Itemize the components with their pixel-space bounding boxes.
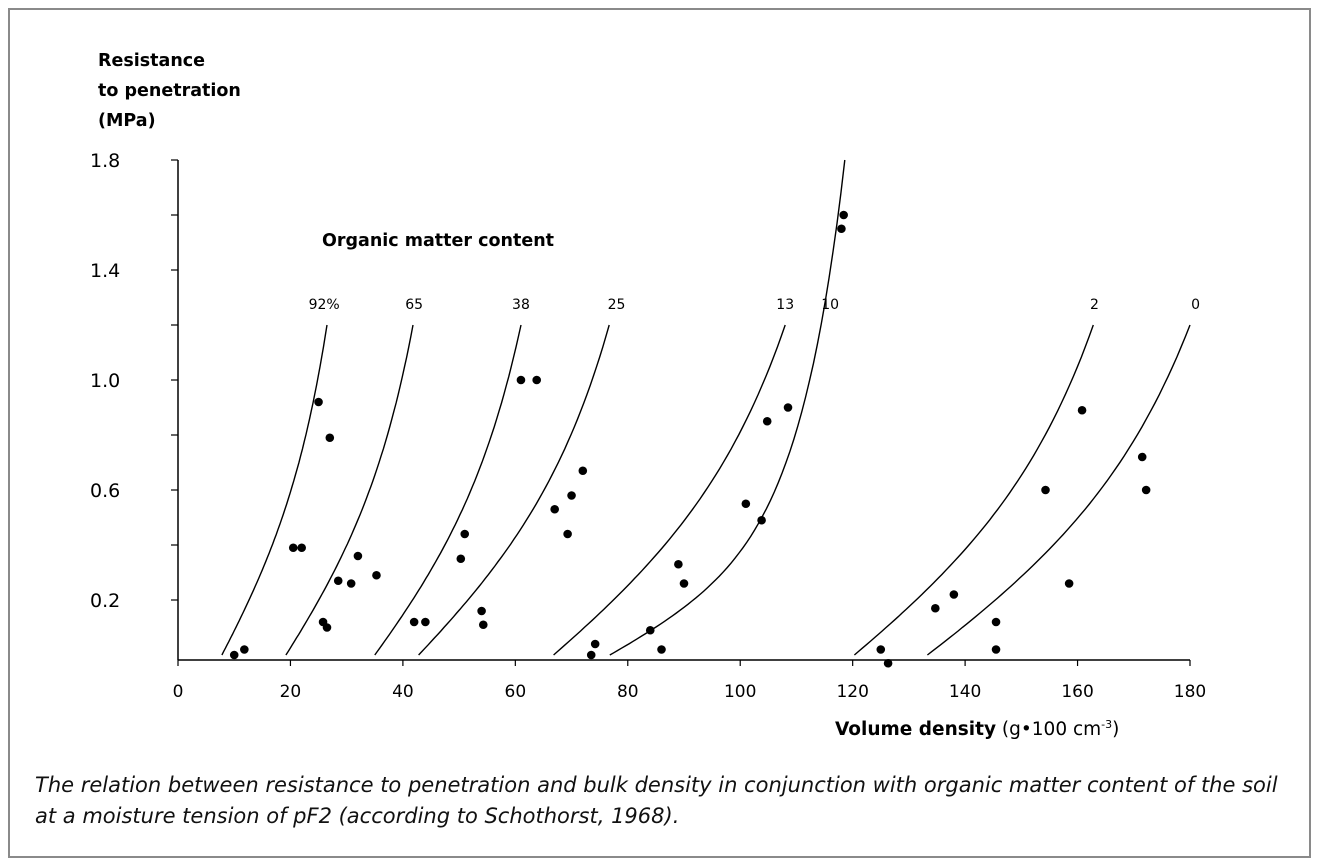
data-point bbox=[325, 433, 335, 443]
data-point bbox=[839, 210, 848, 220]
data-point bbox=[883, 658, 893, 668]
figure-frame bbox=[8, 8, 1311, 858]
data-point bbox=[876, 645, 886, 654]
x-tick-label: 80 bbox=[617, 682, 639, 702]
data-point bbox=[460, 529, 470, 539]
y-tick-label: 0.6 bbox=[90, 480, 120, 502]
x-tick-label: 100 bbox=[724, 682, 756, 702]
y-axis-title-line-2: to penetration bbox=[98, 81, 241, 101]
series-curve-1 bbox=[221, 324, 328, 656]
series-curve-2 bbox=[285, 324, 414, 656]
y-tick-label: 1.8 bbox=[90, 150, 120, 172]
curve-label: 38 bbox=[512, 297, 530, 313]
data-point bbox=[586, 650, 596, 660]
data-point bbox=[991, 617, 1001, 627]
x-axis-ticks: 0 20 40 60 80 100 120 140 160 180 bbox=[173, 660, 1206, 702]
x-tick-label: 40 bbox=[392, 682, 414, 702]
data-point bbox=[578, 466, 588, 476]
data-point bbox=[456, 554, 466, 564]
x-axis-title-name: Volume density bbox=[835, 719, 996, 740]
legend-title: Organic matter content bbox=[322, 231, 554, 251]
data-point bbox=[567, 491, 576, 500]
y-tick-label: 1.0 bbox=[90, 370, 120, 392]
data-point bbox=[837, 224, 846, 234]
data-point bbox=[783, 403, 793, 412]
curve-label: 13 bbox=[776, 297, 794, 313]
data-point bbox=[563, 529, 572, 539]
data-point bbox=[991, 645, 1001, 654]
data-points bbox=[229, 210, 1151, 668]
data-point bbox=[297, 543, 306, 553]
curve-label: 0 bbox=[1191, 297, 1200, 313]
x-axis-title-unit-sup: -3 bbox=[1101, 718, 1112, 731]
x-axis-title-unit-close: ) bbox=[1112, 719, 1119, 740]
data-point bbox=[353, 551, 363, 561]
data-point bbox=[478, 620, 488, 630]
curve-labels: 92% 65 38 25 13 10 2 0 bbox=[309, 297, 1200, 313]
data-point bbox=[590, 639, 600, 649]
data-point bbox=[1077, 405, 1087, 415]
data-point bbox=[762, 416, 772, 426]
data-point bbox=[931, 603, 940, 613]
series-curve-8 bbox=[926, 324, 1191, 656]
data-point bbox=[421, 617, 430, 627]
data-point bbox=[532, 375, 541, 385]
curve-label: 65 bbox=[405, 297, 423, 313]
data-point bbox=[333, 576, 343, 586]
data-point bbox=[1064, 579, 1074, 588]
data-point bbox=[477, 606, 486, 616]
x-tick-label: 20 bbox=[280, 682, 302, 702]
y-tick-label: 1.4 bbox=[90, 260, 120, 282]
data-point bbox=[645, 625, 655, 635]
data-point bbox=[757, 515, 766, 525]
data-point bbox=[240, 645, 249, 654]
curve-label: 2 bbox=[1090, 297, 1099, 313]
x-axis-title-unit: (g•100 cm bbox=[1002, 719, 1101, 740]
x-tick-label: 180 bbox=[1174, 682, 1206, 702]
y-axis-ticks: 0.2 0.6 1.0 1.4 1.8 bbox=[90, 150, 178, 612]
y-axis-title-line-1: Resistance bbox=[98, 51, 205, 71]
data-point bbox=[516, 375, 526, 385]
data-point bbox=[318, 617, 328, 627]
data-point bbox=[550, 504, 559, 514]
series-curve-4 bbox=[418, 324, 610, 656]
y-tick-label: 0.2 bbox=[90, 590, 120, 612]
data-point bbox=[674, 559, 683, 569]
data-point bbox=[409, 617, 419, 627]
x-tick-label: 140 bbox=[949, 682, 981, 702]
curve-label: 92% bbox=[309, 297, 340, 313]
data-point bbox=[372, 570, 381, 580]
data-point bbox=[679, 579, 689, 588]
y-axis-title-line-3: (MPa) bbox=[98, 111, 156, 131]
data-point bbox=[657, 645, 666, 654]
x-tick-label: 60 bbox=[505, 682, 527, 702]
x-tick-label: 160 bbox=[1061, 682, 1093, 702]
series-curve-7 bbox=[853, 324, 1094, 656]
figure-caption: The relation between resistance to penet… bbox=[35, 773, 1278, 828]
curve-label: 10 bbox=[821, 297, 839, 313]
series-curve-5 bbox=[553, 324, 786, 656]
data-point bbox=[288, 543, 298, 553]
series-curve-6 bbox=[609, 159, 846, 656]
data-point bbox=[346, 579, 356, 588]
x-tick-label: 120 bbox=[836, 682, 868, 702]
data-point bbox=[314, 397, 323, 407]
data-point bbox=[229, 650, 239, 660]
data-point bbox=[741, 499, 751, 509]
x-tick-label: 0 bbox=[173, 682, 184, 702]
x-axis-title: Volume density (g•100 cm-3) bbox=[835, 718, 1119, 740]
data-point bbox=[949, 590, 959, 599]
series-curve-3 bbox=[374, 324, 522, 656]
data-point bbox=[1041, 485, 1050, 495]
data-point bbox=[1137, 452, 1147, 462]
y-axis-title: Resistance to penetration (MPa) bbox=[98, 51, 241, 131]
curve-label: 25 bbox=[608, 297, 626, 313]
data-point bbox=[1141, 485, 1151, 495]
